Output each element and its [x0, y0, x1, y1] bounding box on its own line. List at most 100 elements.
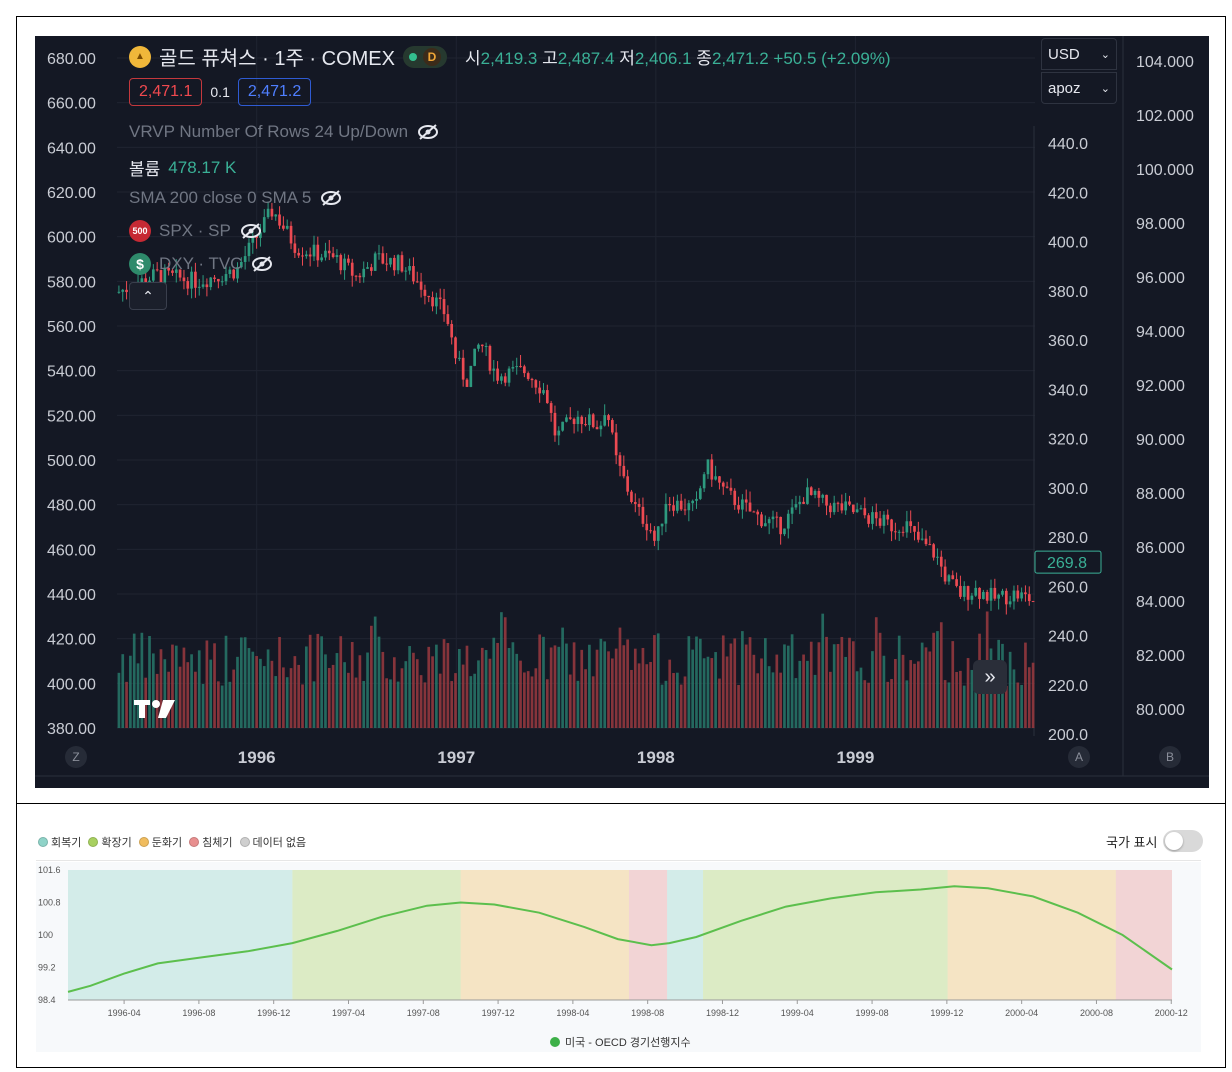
volume-bar — [488, 658, 492, 728]
x-axis-tick-label: 1997 — [437, 748, 475, 767]
market-status-pill[interactable]: D — [402, 45, 447, 68]
unit-select[interactable]: apoz ⌄ — [1041, 72, 1117, 104]
volume-bar — [197, 650, 201, 728]
right-axis-1-tick-label: 200.0 — [1048, 727, 1088, 744]
volume-bar — [442, 639, 446, 728]
auto-scale-a-button[interactable]: A — [1068, 746, 1090, 768]
hidden-eye-icon[interactable] — [416, 123, 440, 141]
candle-body — [982, 591, 985, 599]
unit-value: apoz — [1048, 79, 1081, 97]
phase-band — [1115, 870, 1172, 1000]
price-chart-svg[interactable]: 680.00 660.00 640.00 620.00 600.00 580.00 560.… — [35, 36, 1209, 788]
collapse-legend-button[interactable]: ⌃ — [129, 282, 167, 310]
series-dot-icon — [550, 1037, 560, 1047]
low-label: 저 — [619, 49, 635, 68]
volume-bar — [274, 676, 278, 728]
candle-body — [790, 507, 794, 514]
tradingview-chart[interactable]: 680.00 660.00 640.00 620.00 600.00 580.00 560.… — [35, 36, 1209, 788]
oecd-y-tick-label: 101.6 — [38, 865, 61, 875]
hidden-eye-icon[interactable] — [239, 222, 263, 240]
volume-bar — [771, 672, 775, 728]
oecd-y-tick-label: 100 — [38, 930, 53, 940]
volume-bar — [503, 617, 507, 728]
candle-body — [829, 505, 832, 513]
symbol-title[interactable]: 골드 퓨쳐스 · 1주 · COMEX — [159, 48, 395, 70]
volume-bar — [737, 685, 740, 728]
volume-bar — [469, 676, 473, 728]
volume-bar — [408, 646, 411, 728]
candle-body — [259, 232, 262, 238]
candle-body — [817, 490, 821, 498]
candle-body — [167, 267, 170, 271]
currency-value: USD — [1048, 45, 1080, 63]
candle-body — [989, 587, 993, 601]
candle-body — [151, 269, 155, 281]
right-axis-1-tick-label: 300.0 — [1048, 481, 1088, 498]
candle-body — [373, 253, 377, 271]
candle-body — [155, 269, 159, 271]
candle-body — [561, 421, 564, 431]
left-axis-tick-label: 420.00 — [47, 632, 96, 649]
spx-compare[interactable]: 500 SPX · SP — [129, 220, 263, 242]
sell-price-button[interactable]: 2,471.1 — [129, 78, 203, 106]
country-toggle-switch[interactable] — [1163, 830, 1204, 852]
right-axis-2-tick-label: 88.000 — [1136, 486, 1185, 503]
volume-bar — [676, 672, 679, 728]
volume-bar — [178, 666, 182, 728]
hidden-eye-icon[interactable] — [319, 189, 343, 207]
volume-indicator[interactable]: 볼륨 478.17 K — [129, 155, 236, 180]
candle-body — [278, 214, 281, 226]
volume-bar — [159, 649, 163, 728]
volume-bar — [1031, 662, 1035, 728]
scroll-to-realtime-button[interactable]: » — [973, 660, 1007, 694]
zoom-z-button[interactable]: Z — [65, 746, 87, 768]
hidden-eye-icon[interactable] — [250, 255, 274, 273]
candle-body — [695, 498, 698, 501]
volume-bar — [855, 671, 859, 728]
x-axis-tick-label: 1999 — [836, 748, 874, 767]
volume-bar — [392, 657, 396, 728]
dxy-compare[interactable]: $ DXY · TVC — [129, 253, 274, 275]
candle-body — [358, 275, 362, 278]
volume-bar — [209, 659, 213, 728]
volume-bar — [385, 678, 389, 728]
volume-bar — [939, 622, 943, 728]
candle-body — [645, 523, 649, 531]
volume-bar — [496, 642, 499, 728]
country-toggle[interactable]: 국가 표시 — [1106, 830, 1204, 852]
volume-bar — [752, 654, 756, 728]
candle-body — [243, 256, 247, 262]
volume-bar — [913, 663, 916, 728]
volume-bar — [519, 660, 522, 728]
volume-bar — [412, 652, 415, 728]
candle-body — [894, 531, 897, 533]
tradingview-logo-icon[interactable] — [133, 696, 177, 720]
volume-bar — [446, 643, 450, 728]
volume-bar — [194, 671, 197, 728]
volume-bar — [270, 660, 274, 728]
volume-bar — [775, 654, 779, 728]
left-axis-tick-label: 520.00 — [47, 408, 96, 425]
buy-price-button[interactable]: 2,471.2 — [237, 78, 312, 106]
sma-indicator[interactable]: SMA 200 close 0 SMA 5 — [129, 188, 343, 208]
volume-bar — [438, 673, 442, 728]
scale-b-button[interactable]: B — [1159, 746, 1181, 768]
series-legend[interactable]: 미국 - OECD 경기선행지수 — [550, 1034, 691, 1050]
candle-body — [637, 503, 641, 507]
x-axis-tick-label: 1996 — [238, 748, 276, 767]
candle-body — [867, 515, 870, 524]
candle-body — [308, 254, 312, 257]
candle-body — [205, 284, 209, 288]
volume-bar — [982, 675, 985, 728]
left-axis-tick-label: 500.00 — [47, 453, 96, 470]
volume-bar — [698, 638, 702, 728]
volume-bar — [289, 668, 293, 728]
vrvp-indicator[interactable]: VRVP Number Of Rows 24 Up/Down — [129, 122, 440, 142]
currency-select[interactable]: USD ⌄ — [1041, 38, 1117, 70]
oecd-y-tick-label: 98.4 — [38, 995, 56, 1005]
volume-bar — [377, 636, 381, 728]
candle-body — [140, 278, 144, 285]
candle-body — [503, 376, 507, 383]
candle-body — [484, 345, 488, 347]
chevron-up-icon: ⌃ — [142, 287, 154, 304]
